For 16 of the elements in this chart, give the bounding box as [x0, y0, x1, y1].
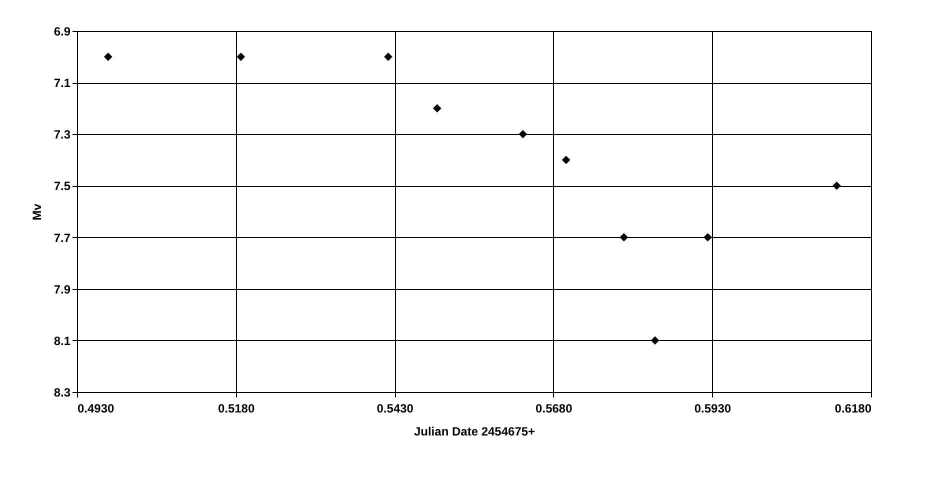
- y-tick-label: 8.3: [54, 386, 71, 400]
- y-tick-label: 7.3: [54, 128, 71, 142]
- x-axis-title: Julian Date 2454675+: [414, 424, 536, 438]
- y-tick-label: 7.7: [54, 230, 71, 245]
- y-tick-label: 8.1: [54, 334, 71, 348]
- y-tick-label: 7.9: [54, 282, 71, 296]
- y-tick-label: 7.5: [54, 179, 71, 194]
- y-tick-label: 6.9: [54, 24, 71, 38]
- x-tick-label: 0.5180: [218, 402, 255, 416]
- x-tick-label: 0.4930: [78, 402, 115, 416]
- y-tick-label: 7.1: [54, 76, 71, 90]
- x-tick-label: 0.5430: [376, 402, 414, 416]
- y-axis-title: Mv: [30, 203, 44, 220]
- x-tick-label: 0.5680: [536, 402, 573, 416]
- x-tick-label: 0.6180: [834, 402, 872, 416]
- x-tick-label: 0.5930: [694, 402, 732, 416]
